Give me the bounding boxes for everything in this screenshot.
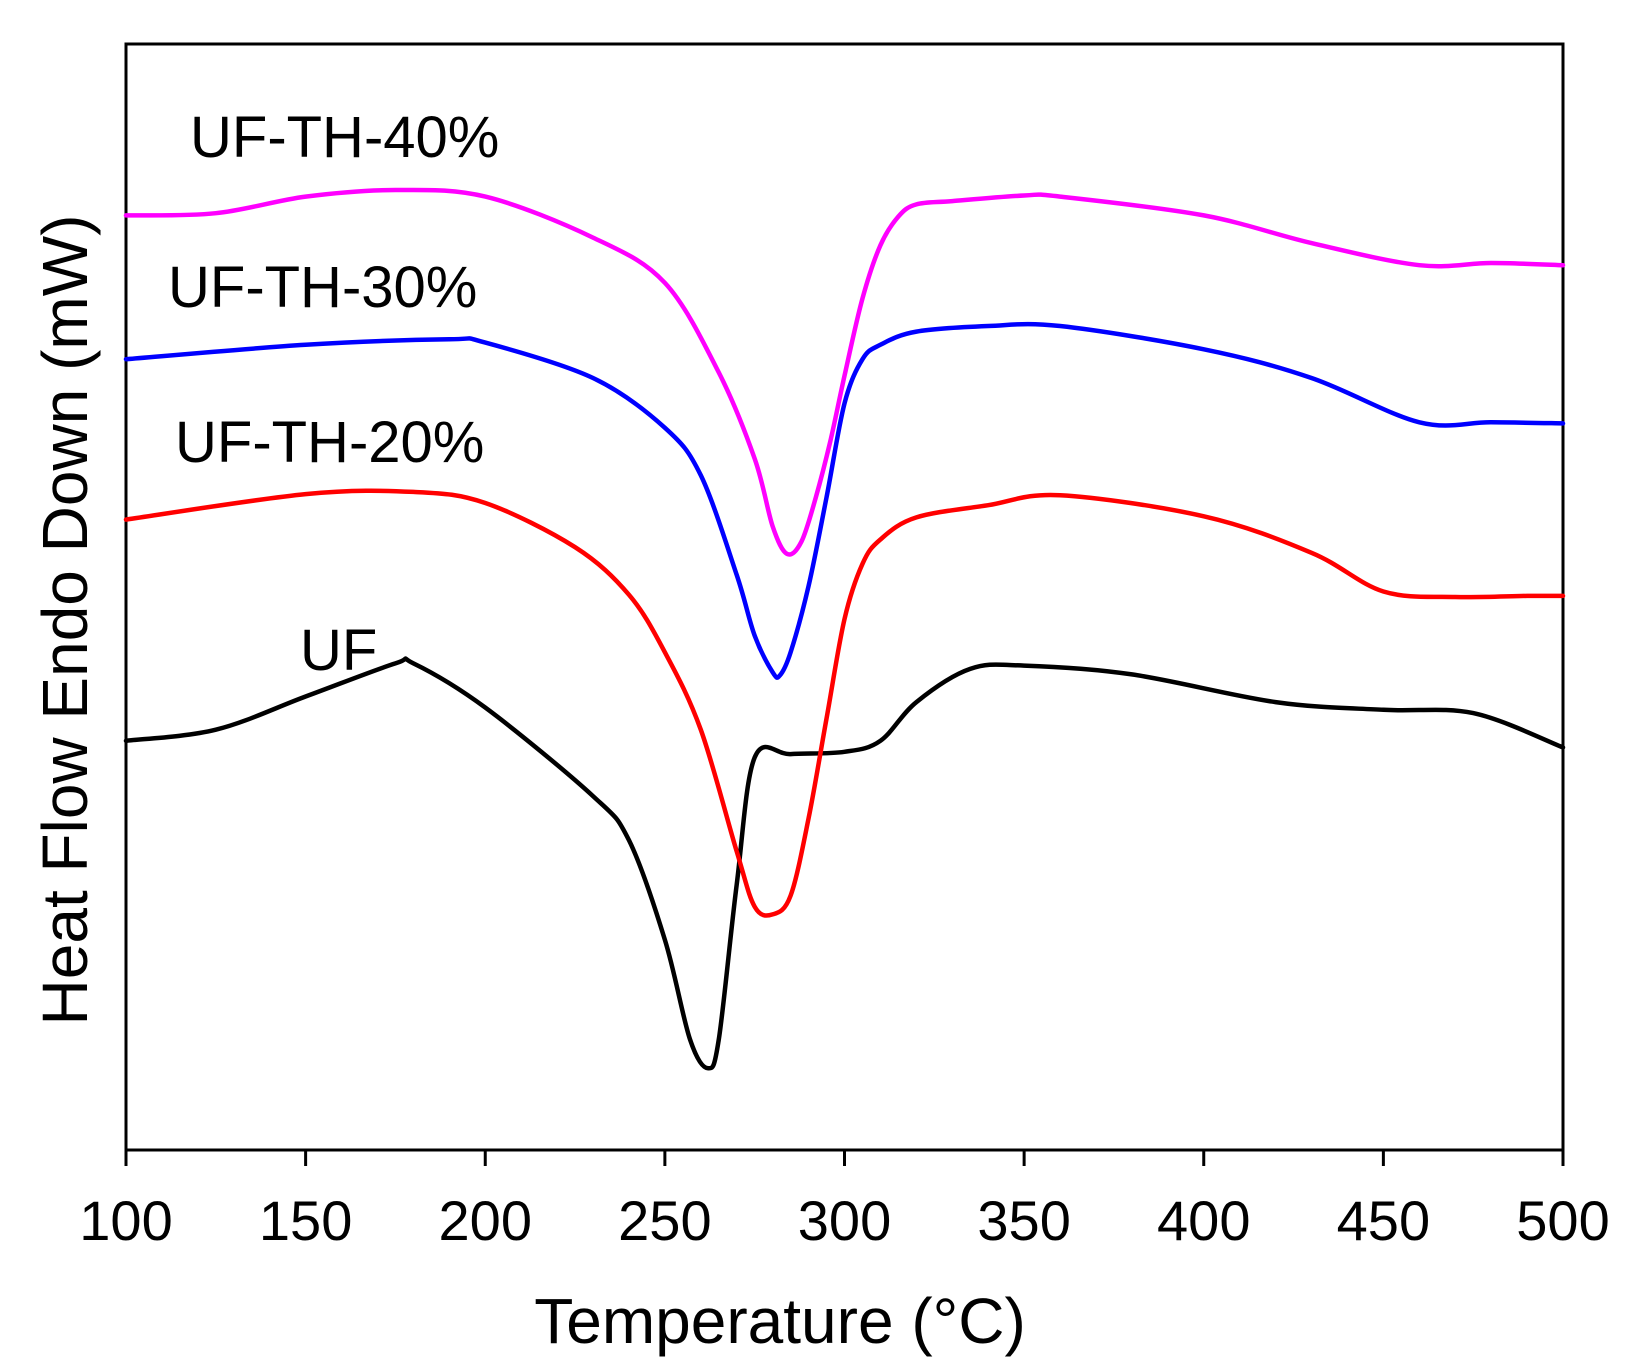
x-tick-label-350: 350: [977, 1189, 1070, 1252]
x-tick-label-400: 400: [1157, 1189, 1250, 1252]
x-tick-label-300: 300: [798, 1189, 891, 1252]
series-line-uf: [123, 656, 1566, 1071]
x-tick-label-150: 150: [259, 1189, 352, 1252]
x-tick-label-250: 250: [618, 1189, 711, 1252]
series-lines: [123, 187, 1566, 1071]
x-axis-ticks: [124, 1150, 1565, 1166]
x-tick-label-500: 500: [1516, 1189, 1609, 1252]
x-tick-label-100: 100: [79, 1189, 172, 1252]
x-axis-tick-labels: 100 150 200 250 300 350 400 450 500: [79, 1189, 1609, 1252]
series-label-uf-th-30: UF-TH-30%: [168, 255, 477, 320]
series-label-uf-th-20: UF-TH-20%: [175, 410, 484, 475]
y-axis-title: Heat Flow Endo Down (mW): [29, 215, 101, 1026]
series-line-uf-th-40: [123, 187, 1566, 557]
x-tick-label-200: 200: [439, 1189, 532, 1252]
series-line-uf-th-20: [123, 488, 1566, 918]
x-axis-title: Temperature (°C): [534, 1285, 1026, 1357]
series-label-uf-th-40: UF-TH-40%: [190, 105, 499, 170]
plot-frame: [124, 42, 1565, 1152]
series-line-uf-th-30: [123, 321, 1566, 680]
series-label-uf: UF: [300, 618, 377, 683]
x-tick-label-450: 450: [1337, 1189, 1430, 1252]
